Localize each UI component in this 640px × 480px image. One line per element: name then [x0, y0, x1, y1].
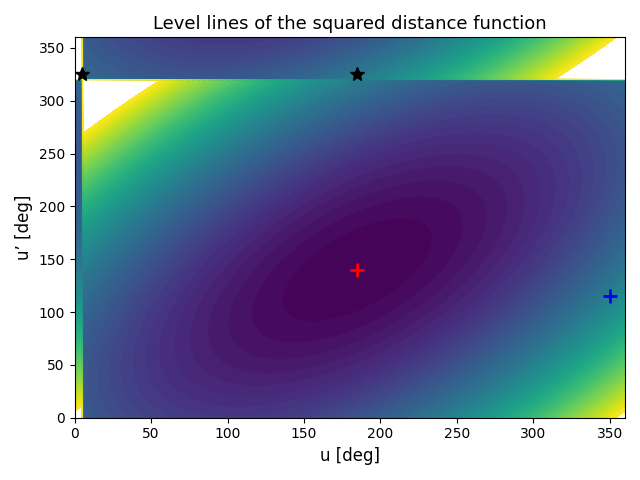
Title: Level lines of the squared distance function: Level lines of the squared distance func…	[153, 15, 547, 33]
Y-axis label: u’ [deg]: u’ [deg]	[15, 195, 33, 260]
X-axis label: u [deg]: u [deg]	[320, 447, 380, 465]
